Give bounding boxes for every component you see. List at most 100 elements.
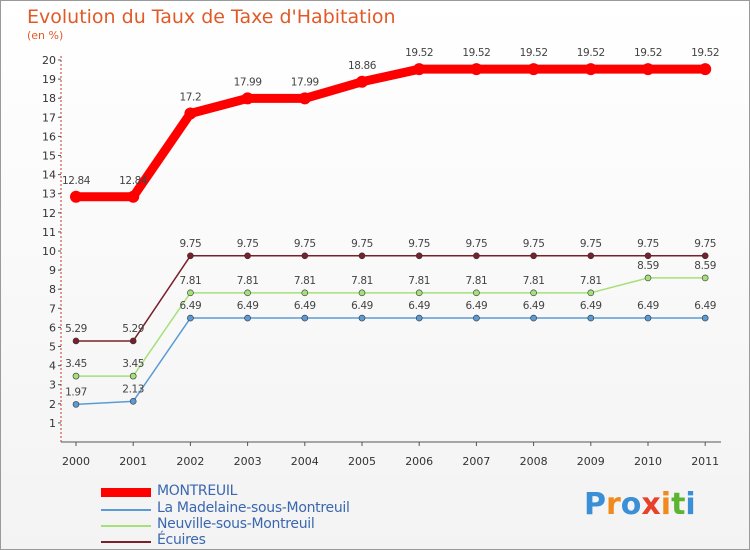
data-point [530,289,537,297]
data-label: 5.29 [122,323,144,335]
legend-label: MONTREUIL [157,483,238,499]
y-tick-label: 9 [49,264,56,277]
data-label: 12.84 [119,175,148,187]
data-point [72,337,80,345]
logo-letter: x [641,487,661,522]
data-label: 19.52 [577,47,605,59]
y-tick-label: 11 [42,226,56,239]
data-label: 17.2 [180,91,202,103]
data-point [129,337,137,345]
data-label: 19.52 [405,47,433,59]
data-label: 7.81 [466,275,488,287]
legend-label: Écuires [157,532,206,548]
data-point [701,252,709,260]
series-line-0 [71,64,710,202]
data-point [358,252,366,260]
y-tick-label: 4 [49,360,56,373]
data-label: 6.49 [580,300,602,312]
legend-swatch [101,541,151,543]
logo-letter: t [671,487,686,522]
y-tick-label: 17 [42,111,56,124]
data-point [413,63,426,76]
data-label: 9.75 [580,238,602,250]
data-label: 6.49 [466,300,488,312]
chart-unit-label: (en %) [27,29,64,42]
data-point [587,252,595,260]
y-tick-label: 7 [49,302,56,315]
data-point [644,274,652,282]
series-line-2 [75,277,706,377]
data-point [244,289,251,297]
x-tick-label: 2000 [62,455,90,468]
data-point [415,289,423,297]
data-point [184,107,197,120]
data-point [301,314,309,322]
y-tick-label: 20 [42,54,56,67]
data-label: 9.75 [408,238,430,250]
data-point [244,314,251,322]
data-label: 19.52 [634,47,662,59]
data-label: 7.81 [580,275,602,287]
data-label: 17.99 [291,76,319,88]
data-point [301,289,309,297]
data-point [473,314,480,322]
data-label: 6.49 [637,300,659,312]
data-point [129,372,137,380]
x-tick-label: 2007 [462,455,490,468]
data-label: 19.52 [691,47,719,59]
y-tick-label: 10 [42,245,56,258]
y-tick-label: 19 [42,73,56,86]
data-label: 6.49 [523,300,545,312]
logo-letter: r [606,487,621,522]
data-label: 1.97 [65,386,87,398]
data-point [527,63,540,76]
x-tick-label: 2006 [405,455,433,468]
data-point [473,252,480,260]
data-point [127,190,140,203]
data-label: 9.75 [637,238,659,250]
data-point [241,92,254,105]
data-label: 3.45 [65,358,87,370]
data-point [470,63,483,76]
legend-label: Neuville-sous-Montreuil [157,516,315,532]
data-point [187,252,194,260]
data-label: 7.81 [351,275,373,287]
x-tick-label: 2008 [520,455,548,468]
legend-swatch [101,488,151,497]
data-point [642,63,654,76]
data-label: 6.49 [237,300,259,312]
data-label: 6.49 [694,300,716,312]
data-point [298,92,311,105]
data-label: 2.13 [122,383,144,395]
data-point [587,314,595,322]
data-point [301,252,309,260]
proxiti-logo: Proxiti [584,487,696,522]
data-point [584,63,597,76]
legend-swatch [101,509,151,511]
x-tick-label: 2005 [348,455,376,468]
legend-swatch [101,525,151,527]
y-tick-label: 13 [42,188,56,201]
data-point [587,289,595,297]
data-point [473,289,480,297]
data-label: 7.81 [294,275,316,287]
data-point [187,289,194,297]
x-tick-label: 2002 [176,455,204,468]
data-point [72,401,80,408]
data-label: 19.52 [462,47,490,59]
data-point [699,63,712,76]
data-label: 7.81 [408,275,430,287]
logo-letter: P [584,487,606,522]
legend-label: La Madelaine-sous-Montreuil [157,500,350,516]
series-line-1 [75,317,706,406]
data-label: 6.49 [408,300,430,312]
y-tick-label: 6 [49,321,56,334]
chart-title: Evolution du Taux de Taxe d'Habitation [27,6,396,28]
y-tick-label: 14 [42,169,56,182]
data-label: 12.84 [62,175,91,187]
data-point [530,252,537,260]
y-tick-label: 16 [42,130,56,143]
series-line-3 [75,255,706,342]
